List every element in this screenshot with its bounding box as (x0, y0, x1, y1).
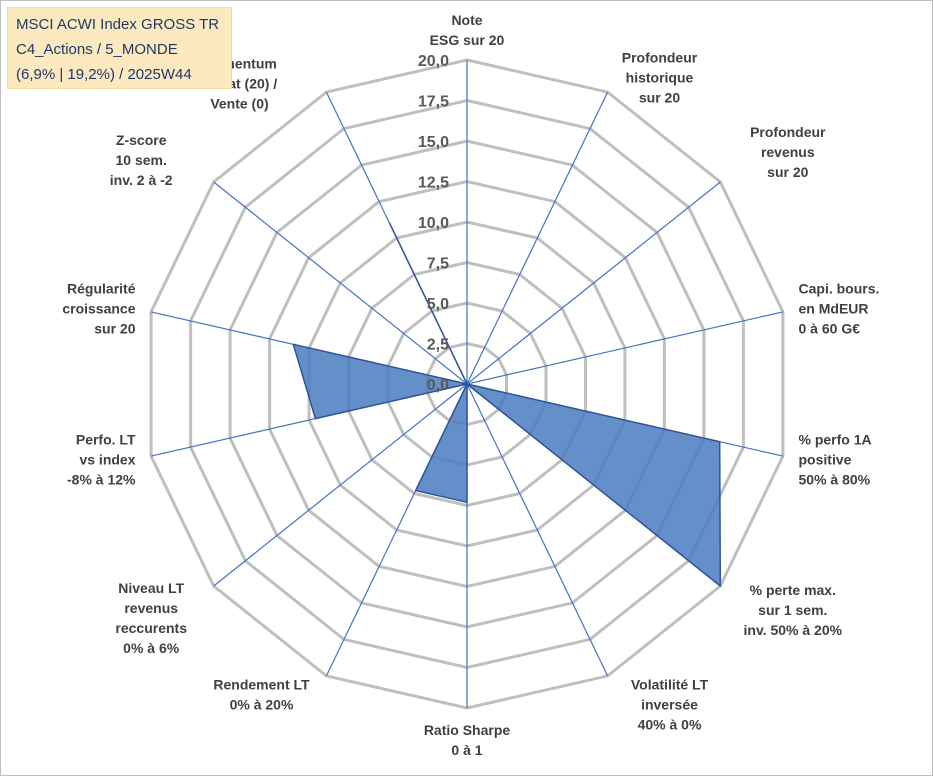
axis-label-line: revenus (124, 600, 178, 616)
title-line-1: MSCI ACWI Index GROSS TR (16, 16, 220, 33)
axis-spoke (466, 181, 721, 385)
axis-label: Profondeur revenus sur 20 (750, 124, 826, 180)
radial-tick-label: 15,0 (418, 134, 449, 151)
axis-label-line: 0% à 20% (230, 696, 294, 712)
axis-label-line: Vente (0) (210, 96, 268, 112)
axis-label-line: Perfo. LT (76, 432, 136, 448)
chart-title-box: MSCI ACWI Index GROSS TR C4_Actions / 5_… (7, 7, 232, 89)
radial-tick-label: 0,0 (427, 377, 449, 394)
axis-label-line: sur 20 (94, 320, 135, 336)
axis-label-line: % perfo 1A (799, 432, 872, 448)
axis-label: % perfo 1A positive 50% à 80% (799, 432, 872, 488)
axis-spoke (213, 181, 468, 385)
axis-label: Rendement LT 0% à 20% (213, 676, 310, 712)
axis-label: Profondeur historique sur 20 (622, 50, 698, 106)
axis-label-line: 10 sem. (116, 152, 167, 168)
axis-label-line: positive (799, 452, 852, 468)
axis-label-line: Régularité (67, 280, 136, 296)
axis-label-line: 50% à 80% (799, 472, 871, 488)
axis-label-line: inv. 50% à 20% (744, 622, 843, 638)
axis-label-line: Ratio Sharpe (424, 722, 511, 738)
axis-label-line: 0 à 1 (451, 742, 482, 758)
series-area (292, 222, 722, 587)
radial-tick-label: 10,0 (418, 215, 449, 232)
axis-label-line: en MdEUR (799, 300, 869, 316)
radar-series (292, 222, 722, 587)
axis-label-line: vs index (79, 452, 135, 468)
axis-label-line: % perte max. (750, 582, 836, 598)
radial-tick-label: 5,0 (427, 296, 449, 313)
axis-label-line: sur 20 (767, 164, 808, 180)
axis-label-line: 0% à 6% (123, 640, 180, 656)
axis-spoke (213, 383, 468, 587)
axis-label: Perfo. LT vs index -8% à 12% (67, 432, 136, 488)
axis-label-line: historique (626, 70, 694, 86)
axis-label-line: reccurents (115, 620, 187, 636)
axis-spoke (466, 383, 609, 677)
radial-tick-labels: 0,0 2,5 5,0 7,5 10,0 12,5 15,0 17,5 20,0 (418, 53, 449, 394)
radial-tick-label: 2,5 (427, 337, 449, 354)
axis-label-line: Profondeur (622, 50, 698, 66)
axis-label: Niveau LT revenus reccurents 0% à 6% (115, 580, 187, 656)
axis-label-line: revenus (761, 144, 815, 160)
axis-label-line: Capi. bours. (799, 280, 880, 296)
radial-tick-label: 17,5 (418, 94, 449, 111)
axis-label-line: inversée (641, 696, 698, 712)
axis-label: Note ESG sur 20 (430, 12, 505, 48)
axis-label-line: sur 20 (639, 90, 680, 106)
axis-label-line: Volatilité LT (631, 676, 709, 692)
axis-label-line: 0 à 60 G€ (799, 320, 861, 336)
axis-label-line: Niveau LT (118, 580, 184, 596)
axis-label: Volatilité LT inversée 40% à 0% (631, 676, 709, 732)
axis-spoke (466, 91, 609, 385)
title-line-3: (6,9% | 19,2%) / 2025W44 (16, 66, 192, 83)
axis-label: Ratio Sharpe 0 à 1 (424, 722, 511, 758)
axis-label-line: Profondeur (750, 124, 826, 140)
radial-tick-label: 12,5 (418, 175, 449, 192)
axis-label: Z-score 10 sem. inv. 2 à -2 (110, 132, 173, 188)
axis-label-line: croissance (62, 300, 135, 316)
axis-labels: Note ESG sur 20 Profondeur historique sur 20… (62, 12, 879, 758)
radial-tick-label: 20,0 (418, 53, 449, 70)
axis-label-line: inv. 2 à -2 (110, 172, 173, 188)
axis-label-line: ESG sur 20 (430, 32, 505, 48)
axis-label-line: Note (451, 12, 482, 28)
axis-label: Régularité croissance sur 20 (62, 280, 135, 336)
axis-label: Capi. bours. en MdEUR 0 à 60 G€ (799, 280, 880, 336)
radial-tick-label: 7,5 (427, 256, 449, 273)
axis-label: % perte max. sur 1 sem. inv. 50% à 20% (744, 582, 843, 638)
title-line-2: C4_Actions / 5_MONDE (16, 41, 178, 58)
axis-label-line: -8% à 12% (67, 472, 136, 488)
axis-label-line: Rendement LT (213, 676, 310, 692)
axis-label-line: 40% à 0% (638, 716, 702, 732)
axis-label-line: sur 1 sem. (758, 602, 827, 618)
axis-label-line: Z-score (116, 132, 167, 148)
axis-spoke (466, 311, 784, 385)
